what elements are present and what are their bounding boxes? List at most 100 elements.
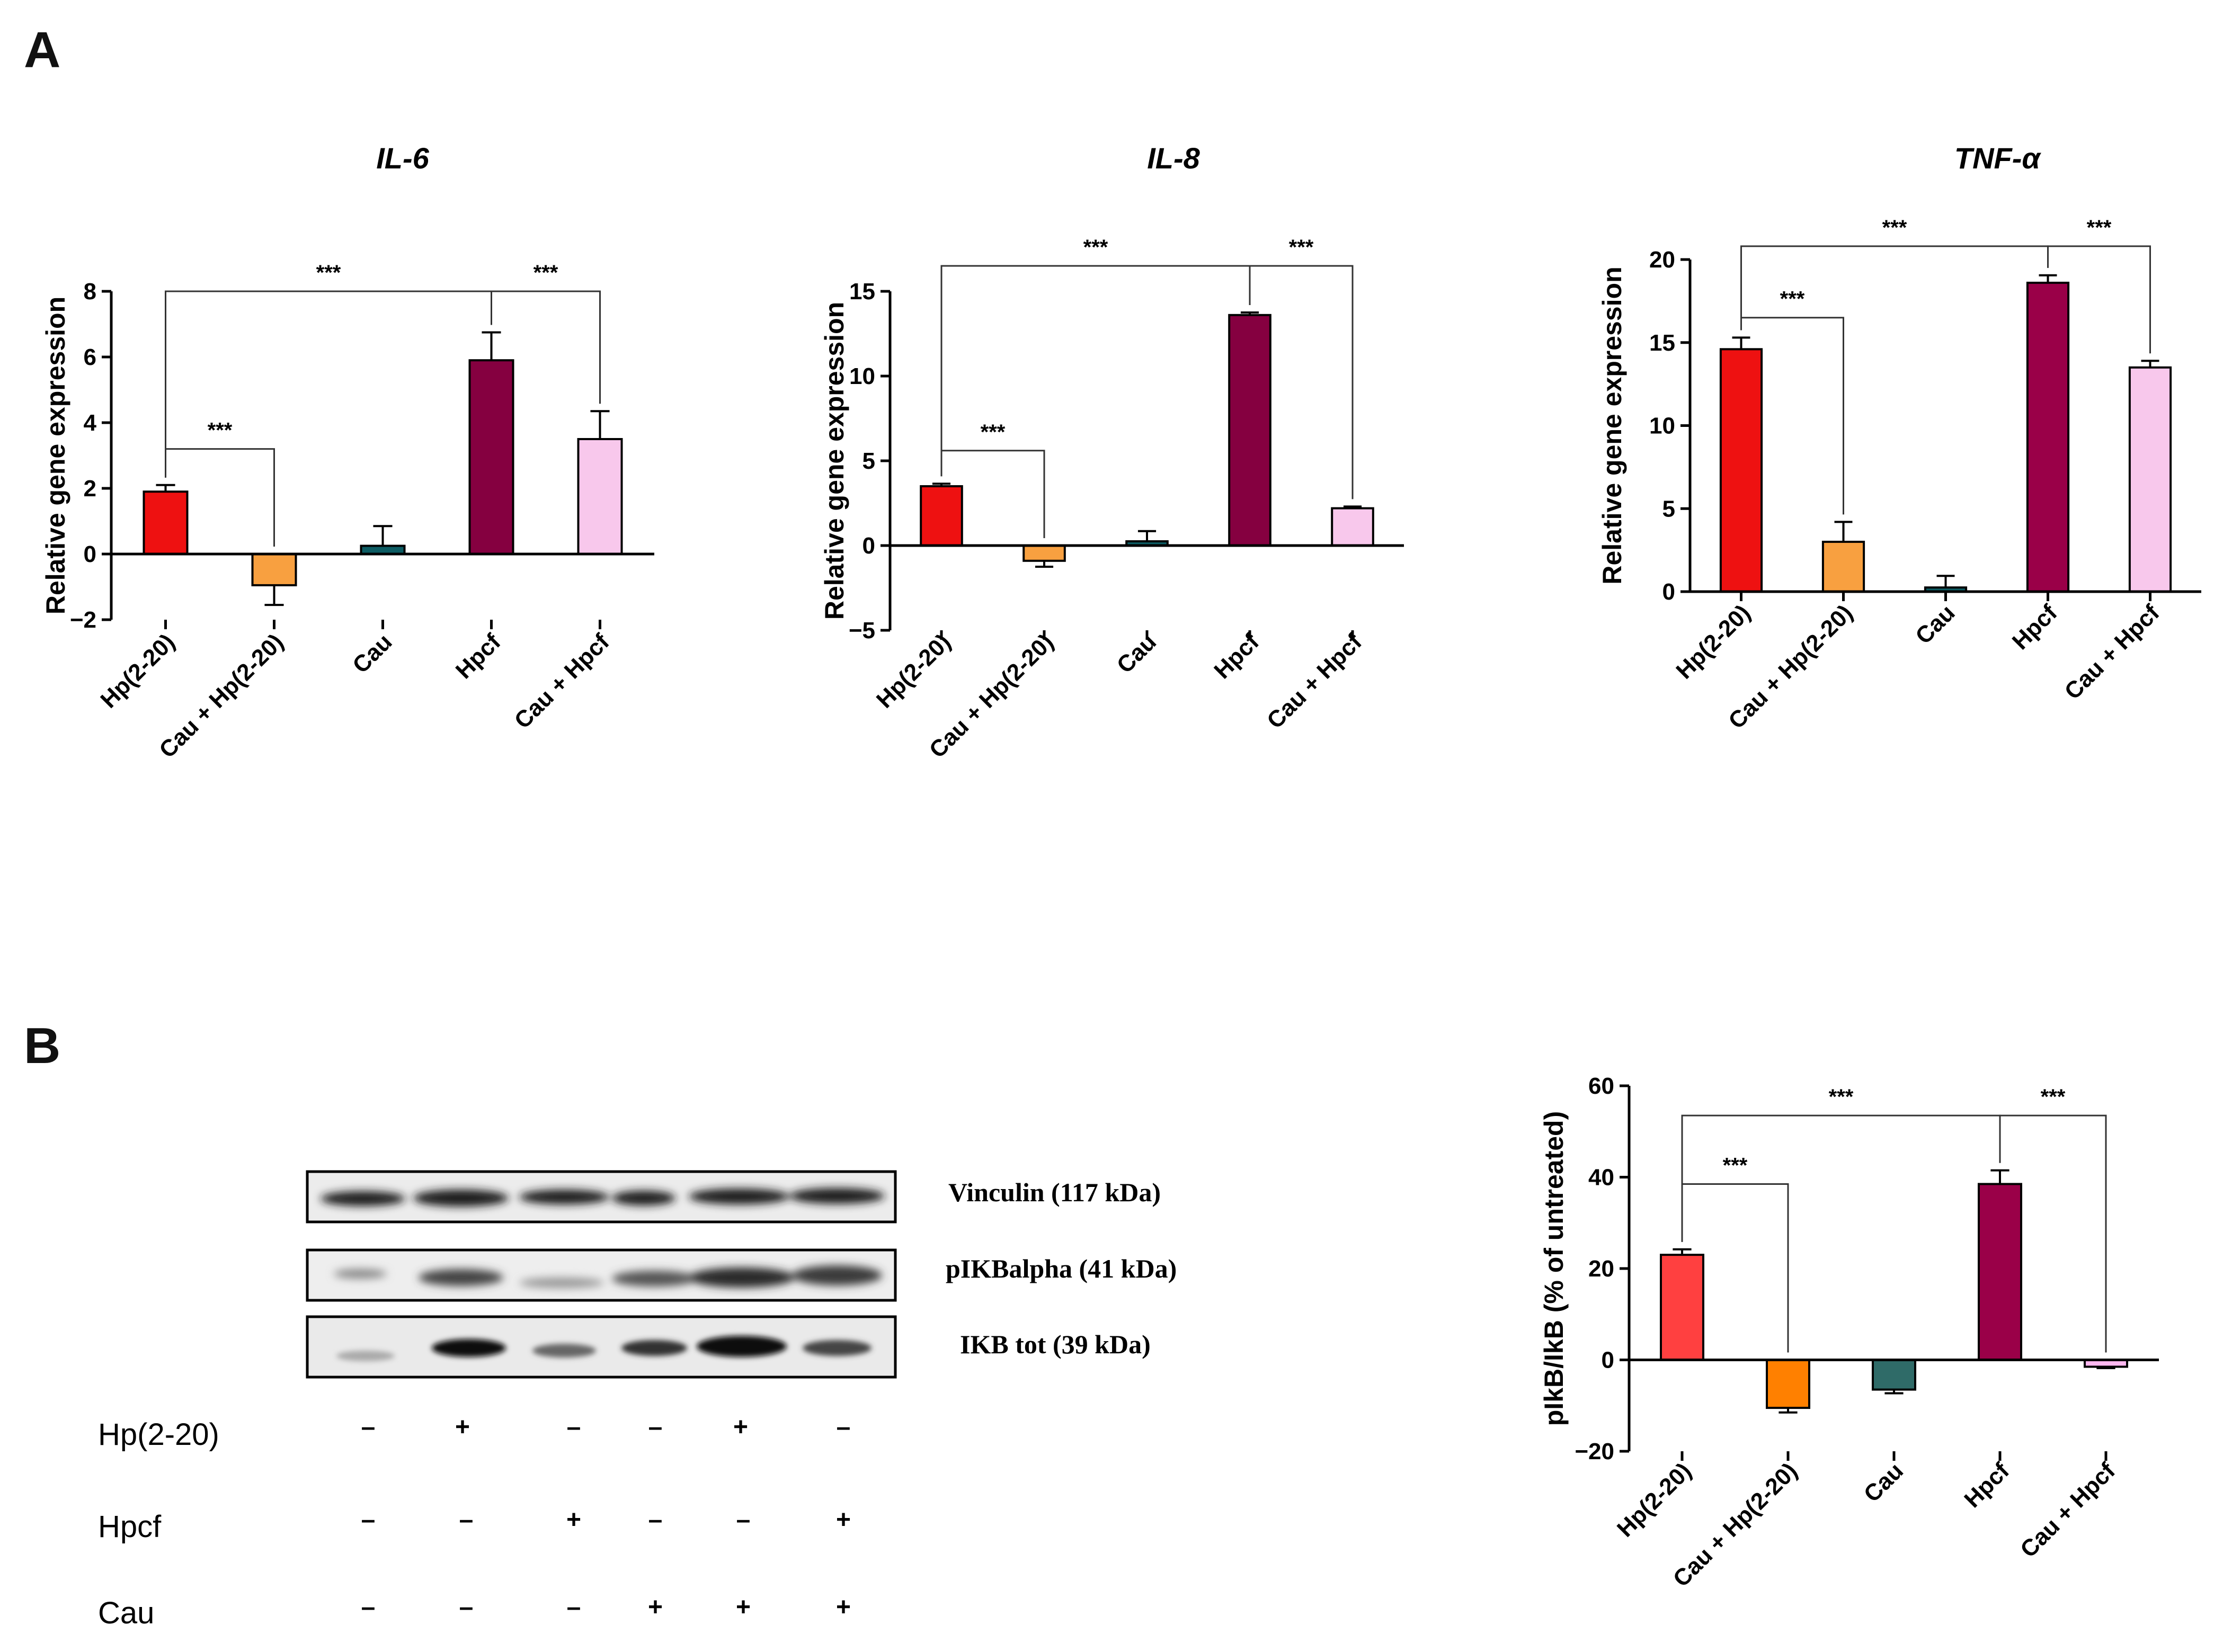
treatment-label-hpcf: Hpcf (98, 1510, 162, 1544)
y-tick-label: 0 (1662, 579, 1675, 605)
bar-hp-2-20 (1660, 1254, 1704, 1361)
y-tick-label: 0 (84, 541, 96, 567)
significance-bracket (1249, 265, 1354, 499)
chart-title: IL-8 (1147, 141, 1200, 175)
band-pikb-1 (334, 1269, 387, 1279)
y-tick-label: 6 (84, 344, 96, 370)
x-tick-label-hp-2-20: Hp(2-20) (1671, 600, 1755, 684)
bar-cau-hp-2-20 (1766, 1359, 1810, 1409)
significance-bracket (1999, 1114, 2107, 1353)
band-vinculin-1 (321, 1191, 405, 1206)
bar-cau-hpcf (1331, 507, 1374, 547)
sign-cau-1: – (361, 1593, 376, 1621)
y-tick-label: 60 (1588, 1073, 1614, 1099)
bar-cau-hpcf (2128, 366, 2172, 593)
band-vinculin-3 (519, 1190, 609, 1204)
significance-label: *** (1083, 236, 1108, 259)
bar-cau-hp-2-20 (251, 553, 297, 586)
significance-bracket (2047, 245, 2151, 354)
y-tick-label: 10 (849, 363, 875, 389)
band-pikb-3 (519, 1278, 604, 1288)
sign-hp-2: + (455, 1413, 470, 1441)
band-pikb-2 (419, 1269, 503, 1286)
band-label-vinculin: Vinculin (117 kDa) (948, 1177, 1161, 1207)
bar-hpcf (468, 359, 514, 555)
bar-hpcf (2026, 281, 2070, 593)
sign-hpcf-4: – (648, 1506, 663, 1534)
band-ikb-1 (336, 1351, 395, 1361)
y-axis-label: Relative gene expression (41, 297, 70, 614)
band-vinculin-4 (612, 1191, 675, 1205)
sign-hp-4: – (648, 1413, 663, 1441)
significance-label: *** (533, 261, 558, 284)
significance-label: *** (208, 419, 233, 442)
x-tick-label-cau: Cau (1910, 600, 1960, 649)
y-tick-label: 20 (1588, 1256, 1614, 1282)
western-blot: Vinculin (117 kDa) pIKBalpha (41 kDa) IK… (98, 1170, 1177, 1630)
bar-cau-hp-2-20 (1821, 540, 1865, 593)
sign-cau-5: + (736, 1593, 751, 1621)
y-tick-label: 2 (84, 476, 96, 502)
panel-label-b: B (24, 1017, 61, 1074)
significance-label: *** (316, 261, 341, 284)
blot-strip-pikbalpha (306, 1248, 897, 1302)
band-vinculin-5 (689, 1189, 789, 1204)
blot-strip-vinculin (306, 1170, 897, 1224)
y-tick-label: 20 (1649, 247, 1675, 273)
significance-bracket (940, 265, 1251, 477)
significance-label: *** (1882, 216, 1907, 239)
band-ikb-5 (697, 1336, 787, 1357)
significance-bracket (1681, 1114, 2001, 1242)
band-pikb-4 (612, 1271, 697, 1287)
sign-hp-3: – (567, 1413, 581, 1441)
x-tick-label-cau-hpcf: Cau + Hpcf (2060, 600, 2165, 704)
band-vinculin-2 (413, 1190, 509, 1207)
x-tick-label-cau: Cau (1859, 1458, 1908, 1507)
x-tick-label-hpcf: Hpcf (1959, 1458, 2014, 1513)
band-ikb-6 (803, 1340, 872, 1356)
x-tick-label-hp-2-20: Hp(2-20) (95, 629, 180, 713)
bar-hpcf (1228, 314, 1271, 547)
sign-hpcf-1: – (361, 1506, 376, 1534)
sign-hpcf-3: + (566, 1506, 581, 1534)
sign-hpcf-6: + (836, 1506, 851, 1534)
chart-title: TNF-α (1954, 141, 2042, 175)
sign-cau-4: + (648, 1593, 663, 1621)
y-tick-label: −5 (849, 618, 875, 644)
chart-il6: IL-6 Relative gene expression−2 0 2 4 6 8 Hp(2-… (41, 141, 654, 763)
y-tick-label: 0 (1602, 1347, 1614, 1373)
chart-title: IL-6 (376, 141, 429, 175)
sign-hp-1: – (361, 1413, 376, 1441)
chart-pikb: pIkB/IkB (% of untreated)−20 0 20 40 60 Hp(2-… (1539, 1073, 2159, 1592)
sign-cau-3: – (567, 1593, 581, 1621)
y-tick-label: 10 (1649, 413, 1675, 439)
blot-strip-ikbtot (306, 1315, 897, 1379)
bar-cau (1872, 1359, 1916, 1391)
band-label-ikbtot: IKB tot (39 kDa) (960, 1329, 1151, 1359)
y-tick-label: 4 (84, 410, 97, 436)
band-ikb-3 (532, 1344, 596, 1358)
band-pikb-5 (689, 1267, 795, 1288)
significance-bracket (491, 290, 601, 404)
x-tick-label-hpcf: Hpcf (2007, 600, 2062, 655)
sign-cau-6: + (836, 1593, 851, 1621)
significance-label: *** (2087, 216, 2112, 239)
significance-label: *** (2041, 1085, 2066, 1109)
y-tick-label: 8 (84, 279, 96, 305)
bar-cau-hp-2-20 (1022, 544, 1066, 562)
band-vinculin-6 (789, 1188, 885, 1204)
x-tick-label-cau-hpcf: Cau + Hpcf (2015, 1458, 2120, 1562)
x-tick-label-cau-hpcf: Cau + Hpcf (510, 629, 615, 734)
bar-hp-2-20 (1719, 348, 1763, 593)
chart-il8: IL-8 Relative gene expression−5 0 5 10 15 Hp(2… (820, 141, 1404, 763)
y-tick-label: −2 (70, 607, 96, 633)
bar-hpcf (1978, 1183, 2022, 1361)
significance-label: *** (1723, 1154, 1748, 1177)
significance-label: *** (1289, 236, 1314, 259)
y-axis-label: Relative gene expression (1597, 266, 1627, 584)
y-tick-label: 5 (862, 448, 875, 474)
y-axis-label: pIkB/IkB (% of untreated) (1539, 1111, 1569, 1426)
y-tick-label: 5 (1662, 496, 1675, 522)
significance-label: *** (1829, 1085, 1854, 1109)
sign-cau-2: – (459, 1593, 474, 1621)
